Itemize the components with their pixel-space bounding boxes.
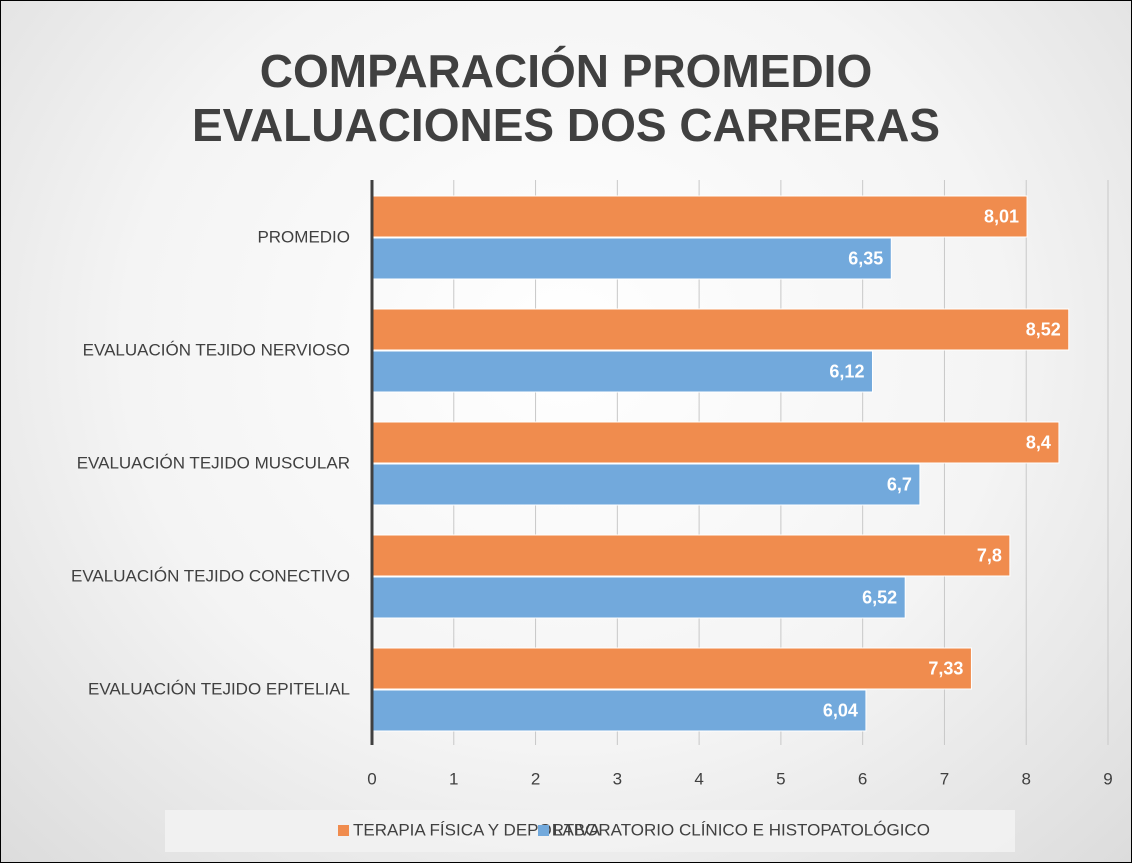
bar [371,350,873,393]
legend-label: LABORATORIO CLÍNICO E HISTOPATOLÓGICO [553,820,930,839]
x-tick-label: 8 [1021,769,1030,788]
data-label: 7,33 [928,658,963,678]
bar [371,463,921,506]
y-tick-label: EVALUACIÓN TEJIDO NERVIOSO [83,340,350,359]
bar [371,647,972,690]
y-tick-label: EVALUACIÓN TEJIDO MUSCULAR [77,453,350,472]
chart-title: COMPARACIÓN PROMEDIO EVALUACIONES DOS CA… [192,45,940,151]
data-label: 8,4 [1026,432,1051,452]
bar [371,237,892,280]
legend-box [165,810,1015,852]
y-tick-label: PROMEDIO [257,227,350,246]
x-tick-label: 2 [531,769,540,788]
x-tick-label: 7 [940,769,949,788]
data-label: 7,8 [977,545,1002,565]
data-label: 8,01 [984,206,1019,226]
data-label: 6,52 [862,587,897,607]
data-label: 6,04 [823,700,858,720]
x-tick-label: 6 [858,769,867,788]
x-tick-label: 9 [1103,769,1112,788]
bar [371,195,1028,238]
data-label: 6,35 [848,248,883,268]
y-tick-label: EVALUACIÓN TEJIDO CONECTIVO [71,566,350,585]
y-tick-label: EVALUACIÓN TEJIDO EPITELIAL [88,679,350,698]
bar [371,534,1011,577]
bar [371,308,1070,351]
x-tick-label: 5 [776,769,785,788]
x-tick-label: 0 [367,769,376,788]
legend-swatch [338,825,349,836]
bar [371,689,867,732]
data-label: 6,12 [829,361,864,381]
bar [371,421,1060,464]
x-tick-label: 3 [613,769,622,788]
data-label: 8,52 [1026,319,1061,339]
bar [371,576,906,619]
legend-swatch [538,825,549,836]
data-label: 6,7 [887,474,912,494]
x-tick-label: 4 [694,769,703,788]
x-tick-label: 1 [449,769,458,788]
